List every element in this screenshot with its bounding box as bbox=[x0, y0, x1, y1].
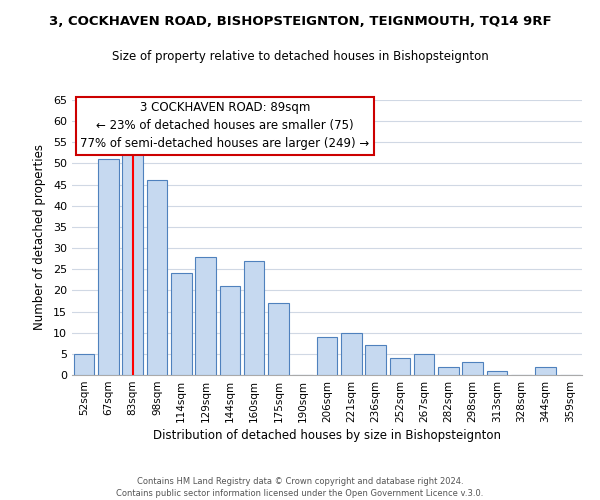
Bar bbox=[389, 358, 410, 375]
Bar bbox=[146, 180, 167, 375]
Text: 3, COCKHAVEN ROAD, BISHOPSTEIGNTON, TEIGNMOUTH, TQ14 9RF: 3, COCKHAVEN ROAD, BISHOPSTEIGNTON, TEIG… bbox=[49, 15, 551, 28]
Bar bbox=[195, 256, 216, 375]
Text: Size of property relative to detached houses in Bishopsteignton: Size of property relative to detached ho… bbox=[112, 50, 488, 63]
Bar bbox=[487, 371, 508, 375]
Bar bbox=[220, 286, 240, 375]
Bar bbox=[341, 332, 362, 375]
Bar bbox=[122, 151, 143, 375]
Bar bbox=[535, 366, 556, 375]
Bar bbox=[74, 354, 94, 375]
Bar bbox=[244, 261, 265, 375]
Text: 3 COCKHAVEN ROAD: 89sqm
← 23% of detached houses are smaller (75)
77% of semi-de: 3 COCKHAVEN ROAD: 89sqm ← 23% of detache… bbox=[80, 102, 370, 150]
Bar bbox=[414, 354, 434, 375]
Text: Contains HM Land Registry data © Crown copyright and database right 2024.
Contai: Contains HM Land Registry data © Crown c… bbox=[116, 476, 484, 498]
Y-axis label: Number of detached properties: Number of detached properties bbox=[33, 144, 46, 330]
X-axis label: Distribution of detached houses by size in Bishopsteignton: Distribution of detached houses by size … bbox=[153, 429, 501, 442]
Bar bbox=[98, 159, 119, 375]
Bar bbox=[171, 274, 191, 375]
Bar bbox=[365, 346, 386, 375]
Bar bbox=[438, 366, 459, 375]
Bar bbox=[268, 303, 289, 375]
Bar bbox=[317, 337, 337, 375]
Bar bbox=[463, 362, 483, 375]
